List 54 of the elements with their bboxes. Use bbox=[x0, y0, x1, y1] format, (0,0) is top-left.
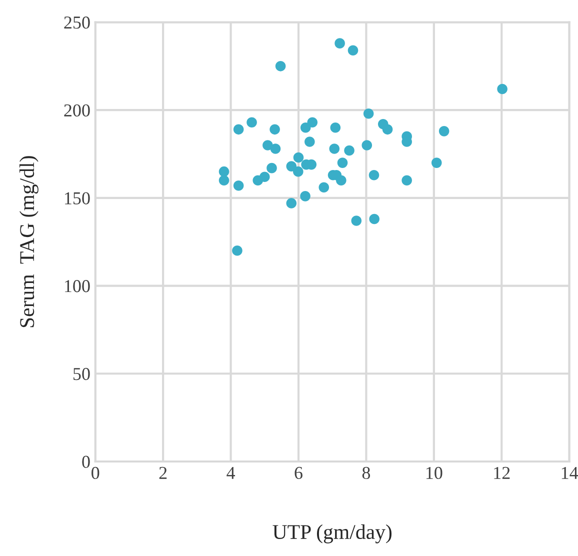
point bbox=[270, 144, 281, 154]
x-tick-label: 10 bbox=[426, 466, 442, 480]
x-axis-title: UTP (gm/day) bbox=[272, 524, 392, 544]
x-tick-label: 0 bbox=[92, 466, 100, 480]
y-tick-label: 250 bbox=[64, 16, 90, 29]
point bbox=[307, 117, 318, 128]
x-tick-label: 4 bbox=[226, 466, 236, 479]
y-tick-label: 50 bbox=[74, 368, 90, 380]
x-tick-label: 12 bbox=[494, 466, 510, 479]
x-tick-label: 8 bbox=[362, 466, 370, 480]
x-tick-label: 6 bbox=[294, 466, 302, 480]
point bbox=[286, 198, 297, 208]
point bbox=[293, 166, 304, 177]
point bbox=[363, 108, 374, 119]
point bbox=[233, 180, 244, 191]
point bbox=[266, 162, 277, 174]
point bbox=[351, 216, 362, 226]
point bbox=[270, 124, 280, 135]
point bbox=[438, 126, 450, 136]
y-tick-label: 150 bbox=[65, 192, 90, 204]
point bbox=[368, 170, 380, 180]
point bbox=[218, 166, 230, 177]
point bbox=[497, 84, 508, 94]
point bbox=[431, 158, 442, 168]
point bbox=[329, 144, 340, 154]
point bbox=[336, 175, 346, 186]
point bbox=[300, 191, 310, 202]
point bbox=[318, 182, 330, 193]
point bbox=[382, 124, 393, 135]
y-tick-label: 200 bbox=[64, 104, 90, 117]
point bbox=[300, 122, 311, 133]
point bbox=[286, 161, 297, 172]
y-tick-label: 0 bbox=[82, 456, 90, 468]
y-axis-title: Serum TAG (mg/dl) bbox=[19, 156, 38, 328]
y-tick-label: 100 bbox=[65, 280, 90, 292]
point bbox=[218, 175, 230, 186]
point bbox=[262, 140, 273, 150]
point bbox=[348, 45, 358, 56]
point bbox=[330, 122, 341, 133]
point bbox=[334, 38, 345, 48]
point bbox=[233, 124, 244, 135]
point bbox=[293, 152, 304, 163]
point bbox=[246, 117, 257, 128]
point bbox=[304, 136, 315, 147]
point bbox=[344, 145, 354, 156]
point bbox=[337, 158, 348, 168]
point bbox=[369, 214, 380, 224]
point bbox=[232, 245, 242, 256]
point bbox=[275, 61, 286, 72]
x-tick-label: 14 bbox=[562, 466, 578, 479]
point bbox=[362, 140, 372, 150]
point bbox=[252, 175, 264, 186]
point bbox=[402, 175, 412, 186]
x-tick-label: 2 bbox=[159, 466, 167, 479]
